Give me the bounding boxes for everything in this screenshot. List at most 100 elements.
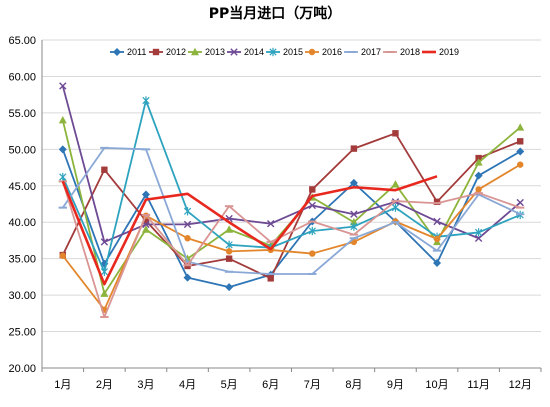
data-point xyxy=(433,217,441,226)
data-point xyxy=(183,220,192,229)
data-point xyxy=(516,147,525,156)
data-point xyxy=(475,228,483,237)
x-tick-label: 5月 xyxy=(221,379,238,391)
legend-item-2018: 2018 xyxy=(383,47,420,57)
data-point xyxy=(225,240,233,250)
data-point xyxy=(350,145,358,152)
data-point xyxy=(308,226,316,236)
legend: 2011 2012 2013 2014 2015 2016 2017 2018 2019 xyxy=(110,47,459,57)
data-point xyxy=(267,219,275,228)
data-point xyxy=(474,158,483,166)
data-point xyxy=(350,222,358,231)
legend-item-2013: 2013 xyxy=(188,47,225,57)
legend-item-2011: 2011 xyxy=(110,47,146,57)
x-tick-label: 10月 xyxy=(425,379,448,391)
data-point xyxy=(269,47,277,57)
series-line xyxy=(61,181,521,318)
data-point xyxy=(141,190,150,199)
data-point xyxy=(392,130,399,137)
data-point xyxy=(267,275,274,282)
series-line xyxy=(61,119,521,295)
y-tick-label: 45.00 xyxy=(8,181,36,193)
data-point xyxy=(517,138,524,145)
data-point xyxy=(474,171,483,180)
data-point xyxy=(309,186,316,193)
series-2014 xyxy=(59,82,524,246)
y-tick-label: 55.00 xyxy=(8,108,36,120)
x-tick-label: 8月 xyxy=(345,379,362,391)
y-tick-label: 60.00 xyxy=(8,71,36,83)
data-point xyxy=(142,217,150,224)
data-point xyxy=(350,210,358,218)
data-point xyxy=(433,198,441,206)
series-line xyxy=(62,146,521,275)
x-tick-label: 2月 xyxy=(96,379,113,391)
x-tick-label: 11月 xyxy=(467,379,489,391)
data-point xyxy=(225,255,233,262)
legend-item-2019: 2019 xyxy=(422,47,459,57)
data-point xyxy=(225,283,234,292)
legend-item-2016: 2016 xyxy=(305,47,342,57)
data-point xyxy=(349,218,358,226)
data-point xyxy=(475,186,482,193)
data-point xyxy=(113,48,121,56)
legend-label: 2015 xyxy=(283,47,303,57)
data-point xyxy=(349,178,358,187)
series-line xyxy=(61,132,521,280)
series-line xyxy=(61,149,521,288)
data-point xyxy=(308,201,316,210)
data-point xyxy=(184,235,191,242)
y-tick-label: 40.00 xyxy=(8,217,36,229)
y-tick-label: 20.00 xyxy=(8,363,36,375)
series-lines xyxy=(58,82,525,318)
legend-item-2015: 2015 xyxy=(266,47,303,57)
legend-item-2014: 2014 xyxy=(227,47,264,57)
legend-label: 2012 xyxy=(166,47,186,57)
legend-item-2017: 2017 xyxy=(344,47,381,57)
data-point xyxy=(191,47,199,56)
data-point xyxy=(225,248,233,255)
legend-item-2012: 2012 xyxy=(149,47,186,57)
data-point xyxy=(100,267,108,276)
series-line xyxy=(61,99,521,273)
x-tick-label: 7月 xyxy=(304,379,321,391)
data-point xyxy=(183,254,192,262)
data-point xyxy=(475,154,482,162)
data-point xyxy=(101,166,108,173)
data-point xyxy=(59,82,67,90)
data-point xyxy=(183,273,192,282)
data-point xyxy=(59,252,66,259)
data-point xyxy=(142,96,150,105)
series-line xyxy=(61,85,521,243)
legend-label: 2013 xyxy=(205,47,225,57)
series-2018 xyxy=(58,180,525,318)
legend-label: 2019 xyxy=(439,47,459,57)
legend-label: 2016 xyxy=(322,47,342,57)
data-point xyxy=(230,48,238,56)
data-point xyxy=(141,225,150,233)
data-point xyxy=(433,259,442,268)
legend-label: 2011 xyxy=(127,47,146,57)
x-tick-label: 12月 xyxy=(509,379,532,391)
data-point xyxy=(100,238,109,246)
y-tick-label: 30.00 xyxy=(8,290,36,302)
data-point xyxy=(100,289,109,297)
legend-label: 2014 xyxy=(244,47,264,57)
data-point xyxy=(183,207,192,216)
data-point xyxy=(391,180,400,188)
data-point xyxy=(308,48,316,56)
data-point xyxy=(309,250,316,257)
x-tick-label: 4月 xyxy=(179,379,196,391)
data-point xyxy=(58,145,67,154)
y-tick-label: 50.00 xyxy=(8,144,36,156)
series-2013 xyxy=(58,115,525,297)
data-point xyxy=(517,161,524,168)
data-point xyxy=(516,198,524,207)
data-point xyxy=(433,235,441,243)
data-point xyxy=(225,225,234,233)
data-point xyxy=(516,123,525,131)
legend-label: 2017 xyxy=(361,47,381,57)
chart-title: PP当月进口（万吨） xyxy=(209,5,342,22)
